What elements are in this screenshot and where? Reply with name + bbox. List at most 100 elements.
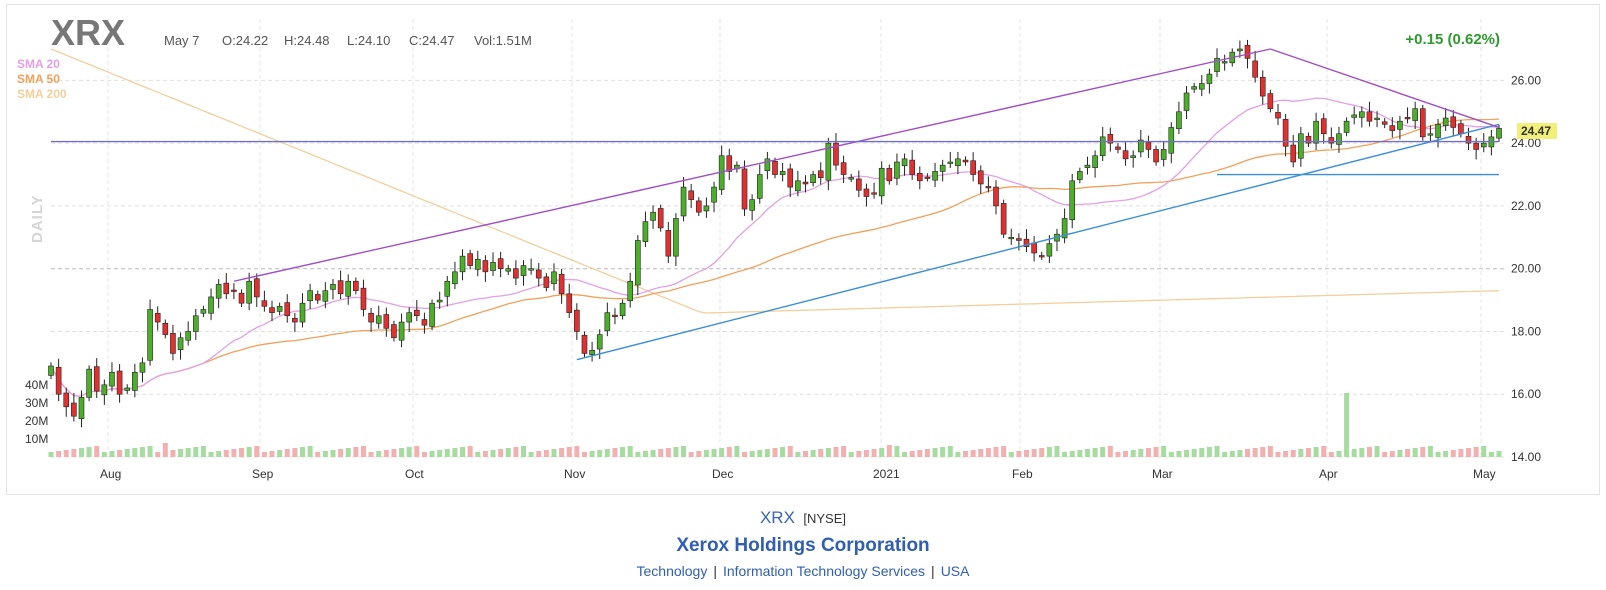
separator: | [931,563,935,579]
volume-bar [589,451,595,457]
quote-open: O:24.22 [222,33,268,48]
candle-body [1442,117,1449,126]
candle-body [368,312,374,323]
volume-bar [147,446,153,457]
country-link[interactable]: USA [940,563,970,579]
volume-bar [399,448,405,457]
volume-bar [1176,451,1182,457]
candle-body [741,168,748,210]
candle-body [955,158,961,167]
candle-body [901,158,908,167]
volume-bar [703,450,709,457]
candle-body [436,299,443,303]
volume-bar [1305,448,1311,457]
volume-bar [139,447,145,457]
volume-bar [383,450,389,457]
candle-body [1305,135,1312,144]
volume-bar [1206,447,1212,457]
volume-bar [1321,446,1327,457]
sector-link[interactable]: Technology [636,563,708,579]
volume-bar [993,447,999,457]
candle-body [398,321,405,341]
y-axis: 26.00 24.00 22.00 20.00 18.00 16.00 14.00 [1511,73,1541,464]
industry-link[interactable]: Information Technology Services [722,563,926,579]
volume-bar [1138,449,1144,457]
candle-body [1427,133,1434,136]
candle-body [665,230,672,257]
candle-body [482,260,489,273]
volume-bar [345,448,351,457]
candle-body [1244,44,1251,59]
x-tick-label: Sep [252,467,274,481]
volume-bar [1229,451,1235,457]
volume-bar [978,449,984,457]
volume-tick-label: 20M [25,414,48,428]
candle-body [1458,123,1464,135]
candle-body [1176,111,1182,130]
candle-body [383,314,390,329]
candle-body [1160,149,1167,160]
volume-bar [1443,451,1449,457]
x-tick-label: Feb [1012,467,1033,481]
volume-bar [482,451,488,457]
candle-body [429,302,435,327]
candle-body [916,172,923,182]
volume-bar [1252,448,1258,457]
candle-body [1206,73,1213,84]
candle-body [276,306,283,312]
candle-body [139,362,146,373]
volume-bar [726,447,732,457]
candle-body [269,307,275,313]
volume-bar [658,449,664,457]
volume-bar [681,446,687,457]
candle-body [795,180,801,192]
candle-body [1122,150,1129,160]
candle-body [208,296,214,314]
candle-body [1084,164,1091,168]
volume-bar [1466,448,1472,457]
volume-bar [1290,450,1296,457]
volume-bar [1115,452,1121,457]
candle-body [1412,108,1418,121]
candle-body [261,300,268,307]
candle-body [566,293,573,313]
volume-bar [1214,446,1220,457]
volume-bar [1267,446,1273,457]
candle-body [635,240,641,286]
trendline-descending-resistance [1270,48,1500,129]
candle-body [314,294,321,301]
candle-body [612,314,618,317]
candle-body [1046,243,1053,257]
volume-bar [94,446,100,457]
footer-symbol[interactable]: XRX [759,508,795,527]
candle-body [878,167,885,197]
volume-bar [254,446,260,457]
volume-bar [642,451,648,457]
candle-body [170,333,176,354]
candle-body [1259,76,1266,97]
quote-close: C:24.47 [409,33,455,48]
volume-bar [757,450,763,457]
candle-body [48,365,54,376]
candle-body [1404,117,1411,120]
volume-bar [460,447,466,457]
candle-body [1168,127,1175,154]
candle-body [1480,142,1487,148]
candle-body [322,290,329,302]
volume-bar [749,451,755,457]
candle-body [132,371,138,391]
volume-bar [376,451,382,457]
volume-bar [498,449,504,457]
candle-body [909,159,915,175]
candle-body [779,171,786,175]
volume-bar [467,446,473,457]
candle-body [840,162,847,175]
volume-bar [1062,452,1068,457]
volume-bar [1405,449,1411,457]
company-name[interactable]: Xerox Holdings Corporation [676,535,930,556]
volume-bar [810,450,816,457]
period-label: DAILY [29,194,46,243]
candle-body [726,155,733,172]
volume-bar [1100,447,1106,457]
sma50-line [50,118,1500,397]
